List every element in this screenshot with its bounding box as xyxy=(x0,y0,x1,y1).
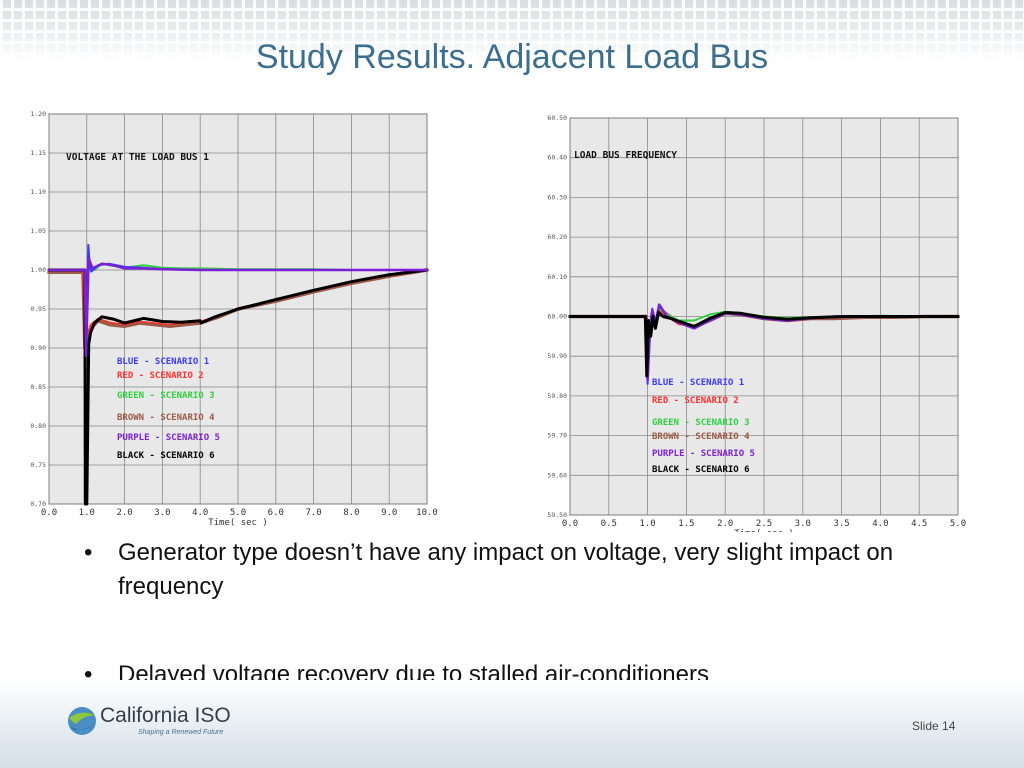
x-tick-label: 5.0 xyxy=(230,508,246,518)
x-tick-label: 0.0 xyxy=(41,508,57,518)
slide-title: Study Results. Adjacent Load Bus xyxy=(255,38,769,76)
x-tick-label: 4.0 xyxy=(192,508,208,518)
y-tick-label: 60.50 xyxy=(547,114,567,122)
y-tick-label: 0.70 xyxy=(30,500,46,508)
x-tick-label: 5.0 xyxy=(950,519,966,529)
legend-entry: BLUE - SCENARIO 1 xyxy=(117,357,209,367)
y-tick-label: 59.70 xyxy=(547,432,567,440)
x-tick-label: 1.0 xyxy=(79,508,95,518)
series-line xyxy=(47,268,429,506)
y-tick-label: 60.40 xyxy=(547,154,567,162)
y-tick-label: 0.95 xyxy=(30,305,46,313)
x-tick-label: 6.0 xyxy=(268,508,284,518)
chart-title: VOLTAGE AT THE LOAD BUS 1 xyxy=(66,152,209,163)
y-tick-label: 1.00 xyxy=(30,266,46,274)
frequency-chart: 0.0 0.5 1.0 1.5 2.0 2.5 3.0 3.5 4.0 4.5 5.0 59.50 59… xyxy=(538,112,970,532)
x-tick-label: 2.0 xyxy=(116,508,132,518)
y-tick-label: 59.90 xyxy=(547,352,567,360)
x-tick-label: 7.0 xyxy=(305,508,321,518)
x-tick-label: 4.5 xyxy=(911,519,927,529)
legend-entry: RED - SCENARIO 2 xyxy=(652,396,739,406)
x-tick-label: 0.0 xyxy=(562,519,578,529)
legend-entry: GREEN - SCENARIO 3 xyxy=(652,418,750,428)
footer-band xyxy=(0,680,1024,768)
y-tick-label: 1.10 xyxy=(30,188,46,196)
y-tick-label: 0.80 xyxy=(30,422,46,430)
x-axis-label: Time( sec ) xyxy=(208,518,268,528)
y-tick-label: 59.60 xyxy=(547,471,567,479)
y-tick-label: 59.80 xyxy=(547,392,567,400)
logo-tagline: Shaping a Renewed Future xyxy=(138,729,224,736)
logo-name: California ISO xyxy=(100,704,231,727)
bullet-item: • Generator type doesn’t have any impact… xyxy=(80,536,1000,604)
x-tick-label: 1.0 xyxy=(639,519,655,529)
slide-number: Slide 14 xyxy=(912,719,956,733)
x-tick-label: 2.5 xyxy=(756,519,772,529)
x-tick-label: 9.0 xyxy=(381,508,397,518)
legend-entry: BROWN - SCENARIO 4 xyxy=(117,413,215,423)
x-tick-label: 2.0 xyxy=(717,519,733,529)
legend-entry: PURPLE - SCENARIO 5 xyxy=(117,433,220,443)
voltage-chart-svg: 0.0 1.0 2.0 3.0 4.0 5.0 6.0 7.0 8.0 9.0 10.0 0.70 0.… xyxy=(30,110,438,528)
y-tick-label: 0.75 xyxy=(30,461,46,469)
y-tick-label: 0.90 xyxy=(30,344,46,352)
x-tick-label: 8.0 xyxy=(343,508,359,518)
bullet-dot-icon: • xyxy=(84,661,93,688)
legend-entry: GREEN - SCENARIO 3 xyxy=(117,391,215,401)
california-iso-logo: California ISO Shaping a Renewed Future xyxy=(66,702,231,744)
y-tick-label: 0.85 xyxy=(30,383,46,391)
y-tick-label: 1.15 xyxy=(30,149,46,157)
x-tick-label: 4.0 xyxy=(872,519,888,529)
header-pattern xyxy=(0,0,1024,62)
y-tick-label: 1.20 xyxy=(30,110,46,118)
legend-entry: BLACK - SCENARIO 6 xyxy=(117,451,215,461)
y-tick-label: 59.50 xyxy=(547,511,567,519)
x-tick-label: 3.0 xyxy=(795,519,811,529)
x-tick-label: 3.0 xyxy=(154,508,170,518)
legend-entry: BLACK - SCENARIO 6 xyxy=(652,465,750,475)
chart-title: LOAD BUS FREQUENCY xyxy=(574,150,677,161)
x-tick-label: 10.0 xyxy=(416,508,438,518)
y-tick-label: 60.30 xyxy=(547,193,567,201)
voltage-chart: 0.0 1.0 2.0 3.0 4.0 5.0 6.0 7.0 8.0 9.0 10.0 0.70 0.… xyxy=(22,108,440,528)
legend-entry: PURPLE - SCENARIO 5 xyxy=(652,449,755,459)
y-tick-label: 60.00 xyxy=(547,313,567,321)
logo-globe-icon xyxy=(68,707,96,735)
y-tick-label: 1.05 xyxy=(30,227,46,235)
x-tick-label: 0.5 xyxy=(601,519,617,529)
series-line xyxy=(568,311,960,378)
x-axis-label: Time( sec ) xyxy=(734,529,794,532)
frequency-chart-svg: 0.0 0.5 1.0 1.5 2.0 2.5 3.0 3.5 4.0 4.5 5.0 59.50 59… xyxy=(547,114,966,532)
y-tick-label: 60.10 xyxy=(547,273,567,281)
x-tick-label: 3.5 xyxy=(833,519,849,529)
legend-entry: BROWN - SCENARIO 4 xyxy=(652,432,750,442)
legend-entry: BLUE - SCENARIO 1 xyxy=(652,378,744,388)
series-line xyxy=(47,257,429,358)
x-tick-label: 1.5 xyxy=(678,519,694,529)
y-tick-label: 60.20 xyxy=(547,233,567,241)
bullet-dot-icon: • xyxy=(84,539,93,566)
bullet-text: Generator type doesn’t have any impact o… xyxy=(118,539,894,600)
bullet-list: • Generator type doesn’t have any impact… xyxy=(80,536,1000,692)
legend-entry: RED - SCENARIO 2 xyxy=(117,371,204,381)
